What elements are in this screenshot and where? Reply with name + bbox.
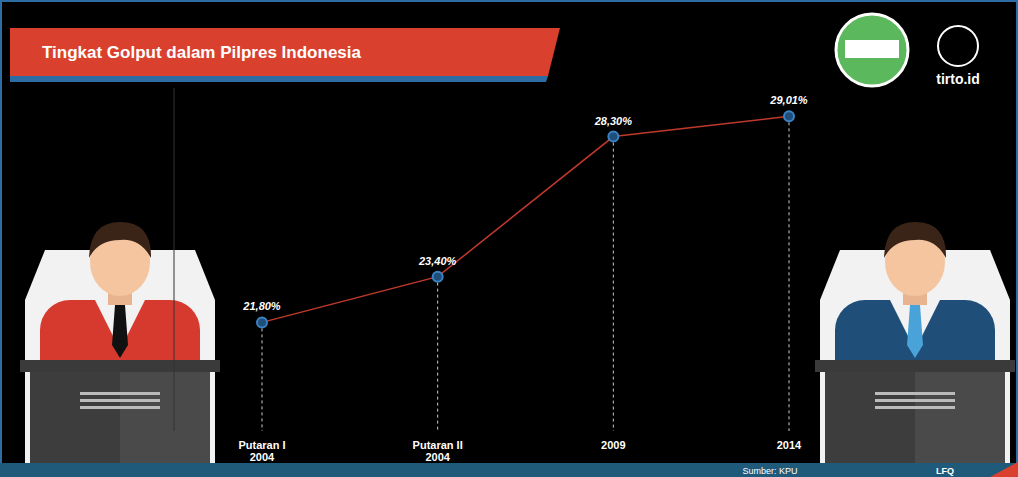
svg-text:tirto.id: tirto.id [936, 71, 980, 87]
svg-text:Putaran I2004: Putaran I2004 [238, 439, 285, 463]
svg-text:29,01%: 29,01% [769, 94, 808, 106]
svg-text:21,80%: 21,80% [242, 300, 281, 312]
svg-text:2009: 2009 [601, 439, 625, 451]
svg-text:Tingkat Golput dalam Pilpres I: Tingkat Golput dalam Pilpres Indonesia [42, 43, 362, 62]
svg-text:LFQ: LFQ [936, 466, 954, 476]
svg-text:28,30%: 28,30% [594, 115, 633, 127]
svg-text:Sumber: KPU: Sumber: KPU [742, 466, 797, 476]
svg-text:2014: 2014 [777, 439, 802, 451]
svg-text:23,40%: 23,40% [418, 255, 457, 267]
svg-text:Putaran II2004: Putaran II2004 [413, 439, 463, 463]
